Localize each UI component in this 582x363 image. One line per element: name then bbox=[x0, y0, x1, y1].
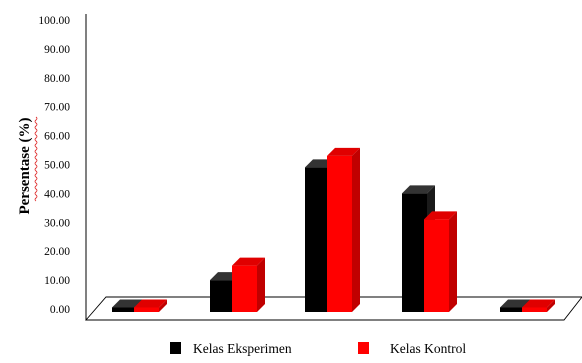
bar-front bbox=[210, 280, 235, 312]
bar bbox=[232, 257, 265, 312]
bar-top bbox=[134, 299, 167, 308]
y-tick-label: 40.00 bbox=[44, 188, 70, 200]
y-tick-label: 20.00 bbox=[44, 246, 70, 258]
bar-side bbox=[257, 257, 265, 312]
bar-top bbox=[424, 211, 457, 220]
y-axis-title: Persentase (%) bbox=[17, 117, 33, 214]
bar-side bbox=[352, 147, 360, 312]
legend: Kelas Eksperimen Kelas Kontrol bbox=[170, 341, 466, 356]
bar-top bbox=[522, 299, 555, 308]
bar bbox=[424, 211, 457, 312]
y-tick-label: 50.00 bbox=[44, 160, 70, 172]
legend-swatch-kelas-eksperimen bbox=[170, 342, 181, 354]
bar-front bbox=[327, 155, 352, 312]
y-tick-label: 70.00 bbox=[44, 102, 70, 114]
y-tick-label: 100.00 bbox=[38, 15, 70, 27]
y-tick-label: 0.00 bbox=[50, 304, 70, 316]
bar-front bbox=[402, 193, 427, 312]
bar-front bbox=[112, 307, 137, 312]
spellcheck-underline bbox=[34, 116, 38, 202]
bar bbox=[522, 299, 555, 312]
bar-front bbox=[134, 307, 159, 312]
legend-label-kelas-kontrol: Kelas Kontrol bbox=[390, 341, 466, 356]
bar-top bbox=[402, 185, 435, 194]
y-tick-label: 10.00 bbox=[44, 275, 70, 287]
y-tick-label: 30.00 bbox=[44, 217, 70, 229]
bar-front bbox=[500, 307, 525, 312]
bar-front bbox=[522, 307, 547, 312]
bar-side bbox=[547, 299, 555, 312]
bar-front bbox=[305, 167, 330, 312]
legend-label-kelas-eksperimen: Kelas Eksperimen bbox=[193, 341, 292, 356]
bars bbox=[112, 147, 555, 312]
y-tick-label: 60.00 bbox=[44, 131, 70, 143]
bar-side bbox=[449, 211, 457, 312]
bar-front bbox=[232, 265, 257, 312]
bar-top bbox=[327, 147, 360, 156]
y-tick-labels: 0.00 10.00 20.00 30.00 40.00 50.00 60.00 70.00 8… bbox=[38, 15, 70, 316]
y-tick-label: 80.00 bbox=[44, 73, 70, 85]
bar-front bbox=[424, 219, 449, 312]
bar bbox=[327, 147, 360, 312]
bar bbox=[134, 299, 167, 312]
y-tick-label: 90.00 bbox=[44, 44, 70, 56]
legend-swatch-kelas-kontrol bbox=[358, 342, 369, 354]
bar-top bbox=[232, 257, 265, 266]
bar-side bbox=[159, 299, 167, 312]
